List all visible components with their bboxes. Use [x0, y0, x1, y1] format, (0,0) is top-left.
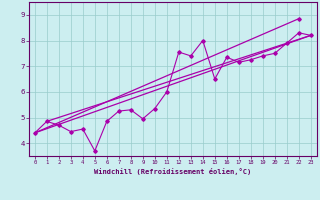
- X-axis label: Windchill (Refroidissement éolien,°C): Windchill (Refroidissement éolien,°C): [94, 168, 252, 175]
